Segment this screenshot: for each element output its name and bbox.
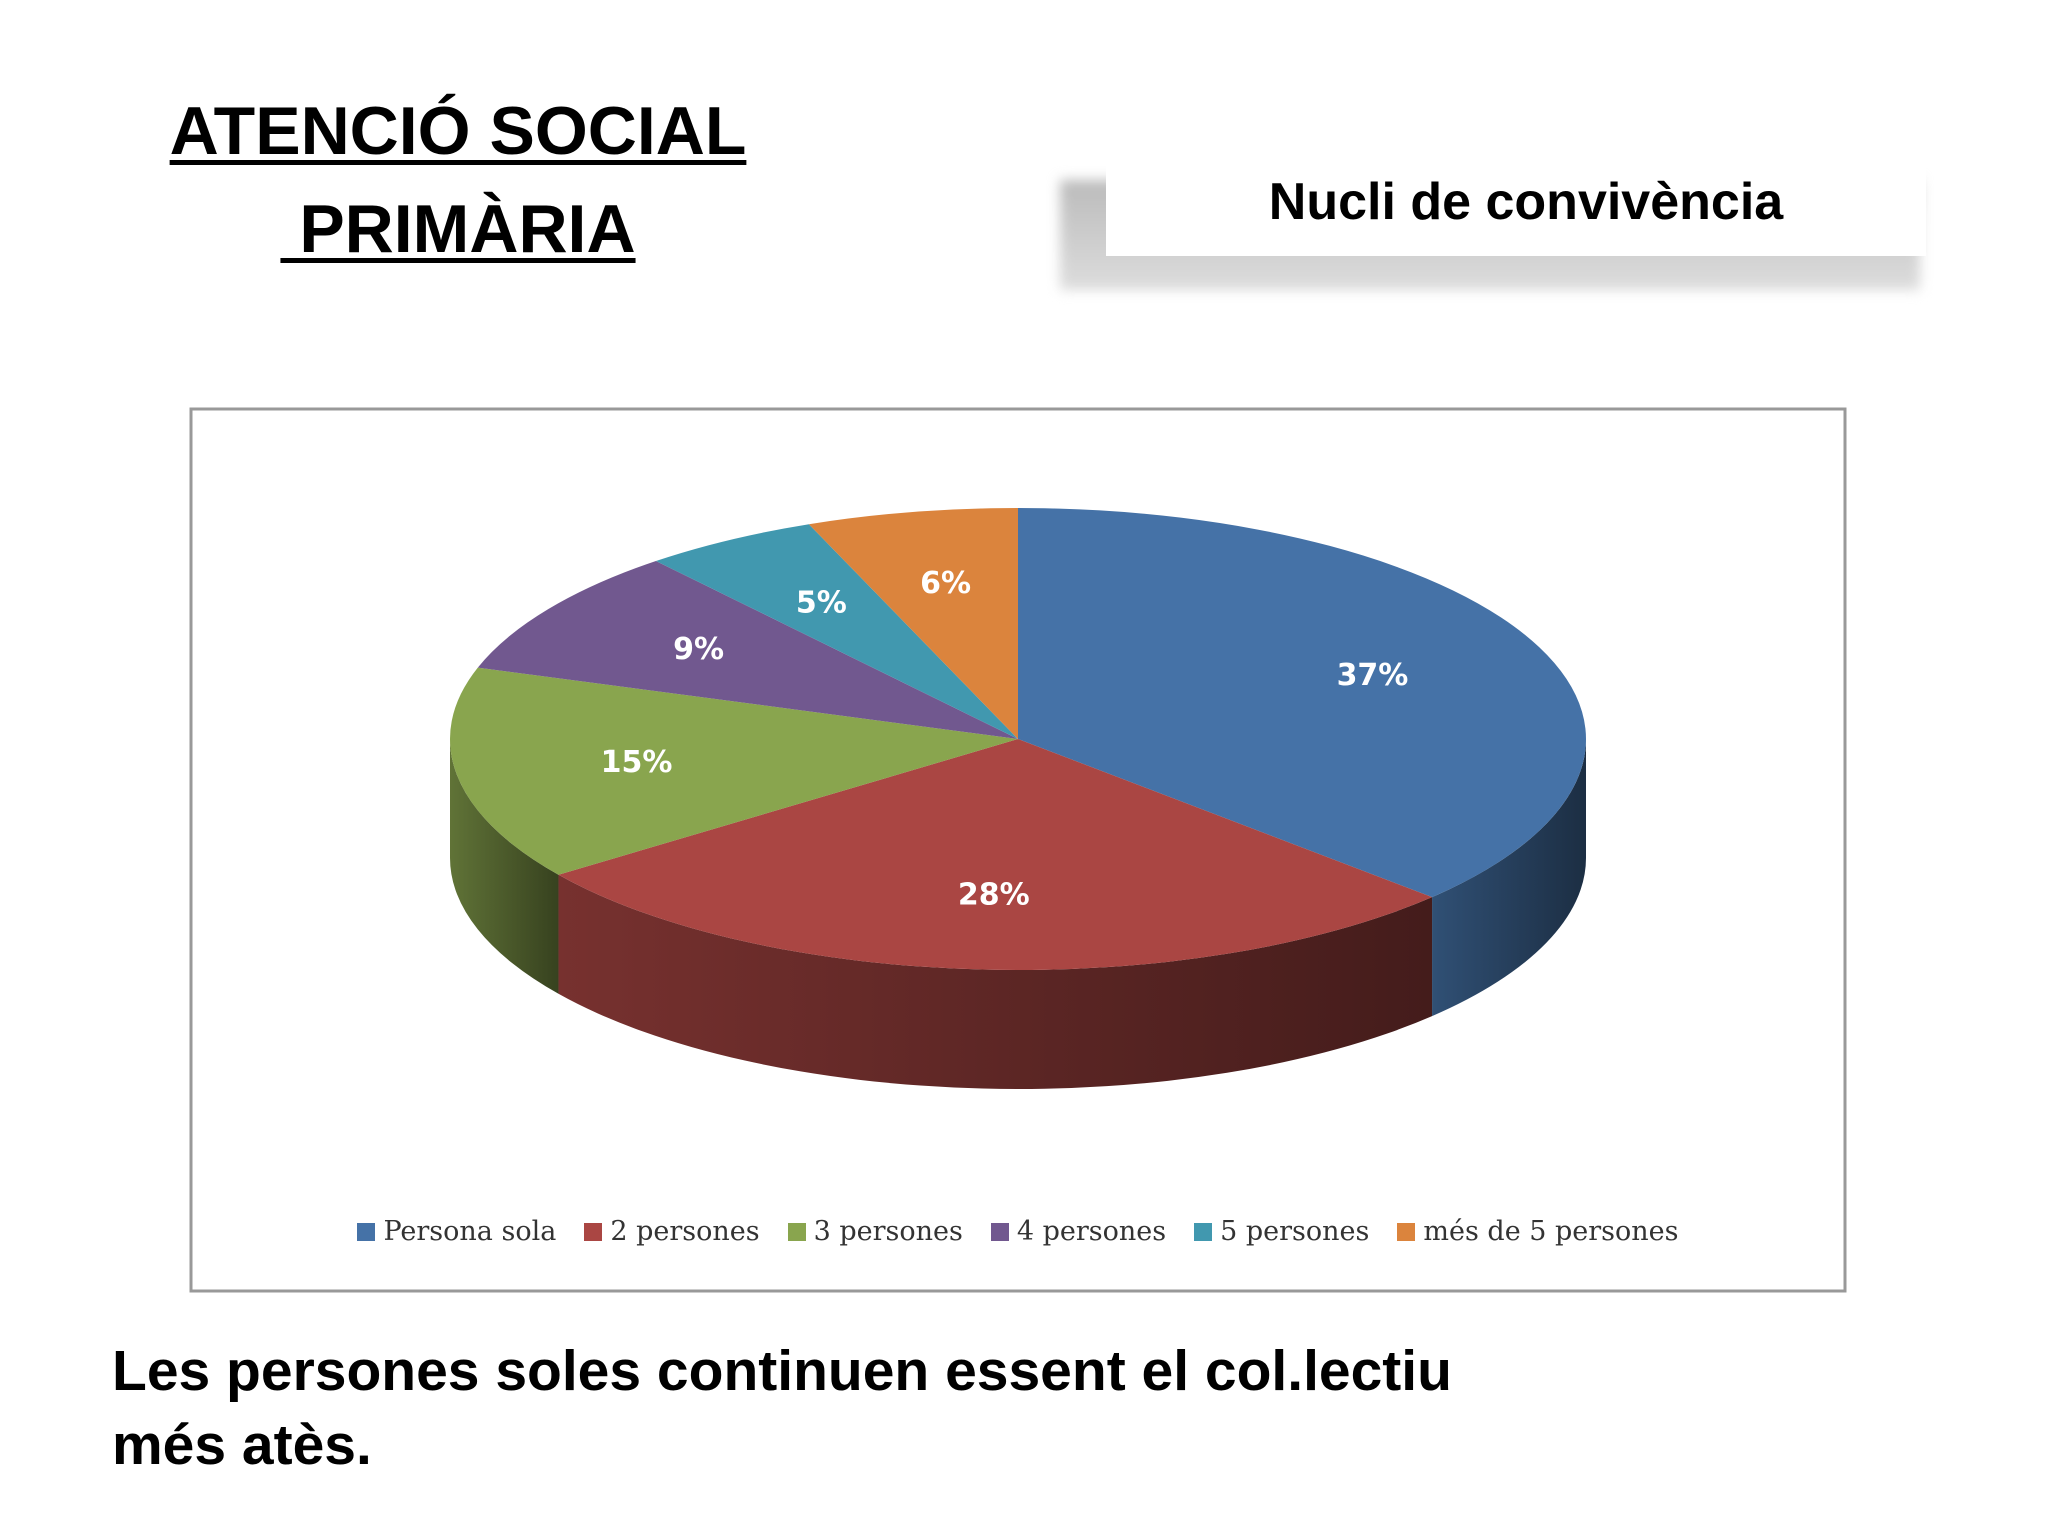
pie-slice xyxy=(558,739,1433,970)
title-box xyxy=(1106,160,1926,256)
chart-title: Nucli de convivència xyxy=(1268,173,1784,231)
data-label: 6% xyxy=(920,566,971,601)
legend-swatch xyxy=(787,1222,806,1241)
legend-swatch xyxy=(1397,1222,1416,1241)
slide-title: PRIMÀRIA xyxy=(280,191,636,267)
legend: Persona sola 2 persones 3 persones 4 person… xyxy=(191,1216,1845,1247)
slide-title: ATENCIÓ SOCIAL xyxy=(169,93,747,169)
pie-slice xyxy=(450,667,1018,875)
legend-item: Persona sola xyxy=(357,1216,556,1247)
data-label: 37% xyxy=(1337,658,1409,693)
legend-swatch xyxy=(584,1222,603,1241)
pie-slice xyxy=(1018,508,1587,898)
legend-item: 2 persones xyxy=(584,1216,760,1247)
legend-swatch xyxy=(990,1222,1009,1241)
pie-slice xyxy=(808,508,1018,739)
pie-slice xyxy=(477,561,1018,739)
data-label: 5% xyxy=(796,585,847,620)
legend-label: 4 persones xyxy=(1016,1216,1167,1247)
data-label: 9% xyxy=(673,632,724,667)
legend-item: més de 5 persones xyxy=(1397,1216,1679,1247)
data-label: 15% xyxy=(601,745,673,780)
caption: Les persones soles continuen essent el c… xyxy=(112,1339,1452,1403)
legend-label: 2 persones xyxy=(610,1216,760,1247)
legend-label: Persona sola xyxy=(383,1216,557,1247)
legend-item: 3 persones xyxy=(787,1216,963,1247)
legend-swatch xyxy=(1194,1222,1213,1241)
legend-label: 3 persones xyxy=(813,1216,963,1247)
pie-side xyxy=(558,874,1433,1089)
data-label: 28% xyxy=(958,877,1030,912)
legend-item: 4 persones xyxy=(990,1216,1167,1247)
legend-label: 5 persones xyxy=(1220,1216,1370,1247)
pie-side xyxy=(450,739,559,994)
legend-swatch xyxy=(357,1222,376,1241)
pie-side xyxy=(1432,739,1586,1017)
legend-item: 5 persones xyxy=(1194,1216,1369,1247)
legend-label: més de 5 persones xyxy=(1423,1216,1679,1247)
caption: més atès. xyxy=(112,1413,372,1477)
pie-slice xyxy=(655,524,1018,739)
